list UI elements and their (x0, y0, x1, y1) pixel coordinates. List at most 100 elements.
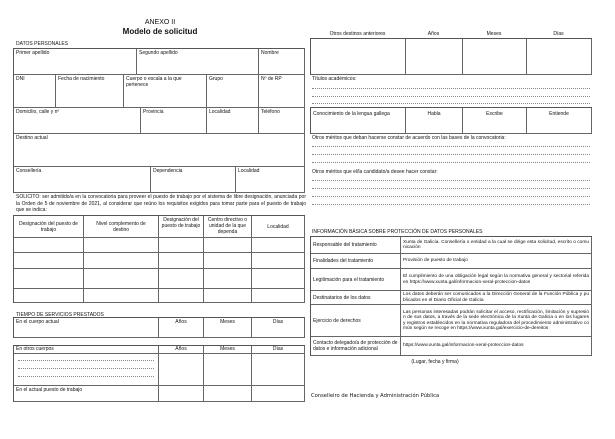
otros-anos-header: Años (159, 346, 204, 354)
cuerpo-actual-label: En el cuerpo actual (14, 318, 159, 338)
puestos-header-4: Localidad (252, 216, 305, 238)
personal-data-table: Primer apellido Segundo apellido Nombre … (13, 48, 305, 193)
actual-dias[interactable] (252, 386, 305, 402)
proteccion-table: Responsable del tratamiento Xunta de Gali… (310, 236, 592, 356)
otros-destinos-header: Otros destinos anteriores (329, 31, 386, 37)
nombre-field[interactable]: Nombre (259, 49, 305, 75)
puesto-cell[interactable] (84, 289, 159, 303)
lengua-entiende[interactable]: Entiende (527, 108, 592, 134)
lengua-escribe[interactable]: Escribe (463, 108, 527, 134)
otros-meses[interactable] (204, 354, 252, 386)
meritos1-line[interactable] (312, 162, 590, 163)
puesto-cell[interactable] (204, 269, 252, 289)
proteccion-row-label: Ejercicio de derechos (311, 305, 401, 337)
grupo-field[interactable]: Grupo (207, 75, 259, 108)
puesto-cell[interactable] (159, 289, 204, 303)
fecha-field[interactable]: Fecha de nacimiento (56, 75, 124, 108)
puesto-cell[interactable] (14, 289, 84, 303)
proteccion-row-value: Los datos deberán ser comunicados a la D… (401, 291, 592, 305)
otros-cuerpos-table: En otros cuerpos Años Meses Días En el a… (13, 345, 305, 402)
localidad2-field[interactable]: Localidad (236, 167, 305, 193)
puesto-cell[interactable] (204, 289, 252, 303)
dni-field[interactable]: DNI (14, 75, 56, 108)
proteccion-row-value: El cumplimiento de una obligación legal … (401, 269, 592, 291)
puesto-cell[interactable] (159, 238, 204, 253)
otros-cuerpos-lines[interactable] (14, 354, 159, 386)
puesto-cell[interactable] (159, 269, 204, 289)
puesto-cell[interactable] (252, 289, 305, 303)
actual-meses[interactable] (204, 386, 252, 402)
cuerpo-field[interactable]: Cuerpo o escala a la que pertenece (124, 75, 207, 108)
otros-dias-header: Días (252, 346, 305, 354)
proteccion-row-value: Xunta de Galicia. Consellería o entidad … (401, 237, 592, 254)
proteccion-row-value: Las personas interesadas podrán solicita… (401, 305, 592, 337)
cuerpo-actual-meses[interactable]: Meses (204, 318, 252, 338)
subtitle: Modelo de solicitud (122, 27, 198, 36)
proteccion-row-label: Finalidades del tratamiento (311, 254, 401, 269)
cuerpo-actual-anos[interactable]: Años (159, 318, 204, 338)
proteccion-row-label: Responsable del tratamiento (311, 237, 401, 254)
dependencia-field[interactable]: Dependencia (151, 167, 236, 193)
servicios-heading: TIEMPO DE SERVICIOS PRESTADOS (16, 312, 104, 318)
puesto-cell[interactable] (252, 253, 305, 269)
puesto-cell[interactable] (252, 269, 305, 289)
meritos1-line[interactable] (312, 154, 590, 155)
lengua-label: Conocimiento de la lengua gallega (311, 108, 406, 134)
meritos2-line[interactable] (312, 180, 590, 181)
primer-apellido-field[interactable]: Primer apellido (14, 49, 137, 75)
personal-heading: DATOS PERSONALES (16, 41, 69, 47)
cuerpo-actual-dias[interactable]: Días (252, 318, 305, 338)
puestos-header-0: Designación del puesto de trabajo (14, 216, 84, 238)
otros-destinos-table (310, 38, 592, 75)
titulos-line[interactable] (312, 96, 590, 97)
otros-dias[interactable] (252, 354, 305, 386)
puesto-cell[interactable] (84, 238, 159, 253)
puesto-cell[interactable] (252, 238, 305, 253)
actual-puesto-label: En el actual puesto de trabajo (14, 386, 159, 402)
otros-anos[interactable] (159, 354, 204, 386)
meritos2-line[interactable] (312, 204, 590, 205)
titulos-line[interactable] (312, 88, 590, 89)
destinos-dias-header: Días (553, 31, 564, 37)
destino-field[interactable]: Destino actual (14, 134, 305, 167)
domicilio-field[interactable]: Domicilio, calle y nº (14, 108, 141, 134)
titulos-label: Títulos académicos: (312, 76, 357, 82)
title: ANEXO II (144, 19, 176, 26)
destinos-anos-header: Años (427, 31, 440, 37)
destinos-cell[interactable] (311, 39, 406, 75)
conselleria-field[interactable]: Consellería (14, 167, 151, 193)
puestos-header-1: Nivel complemento de destino (84, 216, 159, 238)
otros-cuerpos-label: En otros cuerpos (14, 346, 159, 354)
meritos2-line[interactable] (312, 188, 590, 189)
puesto-cell[interactable] (14, 253, 84, 269)
meritos1-line[interactable] (312, 146, 590, 147)
actual-anos[interactable] (159, 386, 204, 402)
lengua-habla[interactable]: Habla (406, 108, 463, 134)
solicito-text: SOLICITO: ser admitido/a en la convocato… (16, 194, 306, 213)
telefono-field[interactable]: Teléfono (259, 108, 305, 134)
cuerpo-actual-table: En el cuerpo actual Años Meses Días (13, 317, 305, 338)
puesto-cell[interactable] (84, 269, 159, 289)
meritos2-line[interactable] (312, 196, 590, 197)
puesto-cell[interactable] (159, 253, 204, 269)
proteccion-row-value: https://www.xunta.gal/informacion-xeral-… (401, 337, 592, 356)
puesto-cell[interactable] (204, 253, 252, 269)
firma-label: (Lugar, fecha y firma) (411, 359, 459, 365)
provincia-field[interactable]: Provincia (141, 108, 207, 134)
proteccion-row-label: Contacto delegado/a de protección de dat… (311, 337, 401, 356)
puesto-cell[interactable] (14, 269, 84, 289)
meritos2-label: Otros méritos que el/la candidato/a dese… (312, 169, 438, 175)
localidad-field[interactable]: Localidad (207, 108, 259, 134)
nrp-field[interactable]: Nº de RP (259, 75, 305, 108)
destinos-meses-header: Meses (486, 31, 502, 37)
puestos-table: Designación del puesto de trabajo Nivel … (13, 215, 305, 303)
destinos-anos[interactable] (406, 39, 463, 75)
puesto-cell[interactable] (84, 253, 159, 269)
puesto-cell[interactable] (14, 238, 84, 253)
puesto-cell[interactable] (204, 238, 252, 253)
segundo-apellido-field[interactable]: Segundo apellido (137, 49, 259, 75)
puestos-header-3: Centro directivo o unidad de la que depe… (204, 216, 252, 238)
titulos-line[interactable] (312, 103, 590, 104)
destinos-dias[interactable] (527, 39, 592, 75)
destinos-meses[interactable] (463, 39, 527, 75)
